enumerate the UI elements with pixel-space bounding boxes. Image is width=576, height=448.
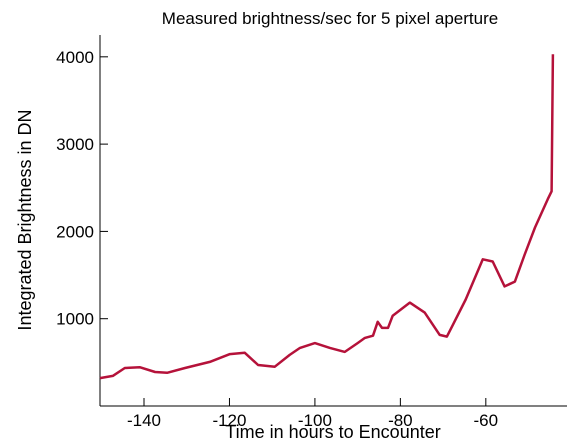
- y-tick-label: 1000: [56, 310, 94, 329]
- y-tick-label: 2000: [56, 222, 94, 241]
- x-tick-label: -120: [212, 411, 246, 430]
- chart-title: Measured brightness/sec for 5 pixel aper…: [162, 9, 498, 28]
- y-axis-label: Integrated Brightness in DN: [15, 109, 35, 330]
- x-axis-label: Time in hours to Encounter: [225, 422, 440, 442]
- data-line: [99, 54, 555, 380]
- x-tick-label: -140: [127, 411, 161, 430]
- y-tick-label: 3000: [56, 135, 94, 154]
- x-tick-label: -80: [388, 411, 413, 430]
- x-tick-label: -60: [474, 411, 499, 430]
- y-tick-label: 4000: [56, 48, 94, 67]
- x-tick-label: -100: [298, 411, 332, 430]
